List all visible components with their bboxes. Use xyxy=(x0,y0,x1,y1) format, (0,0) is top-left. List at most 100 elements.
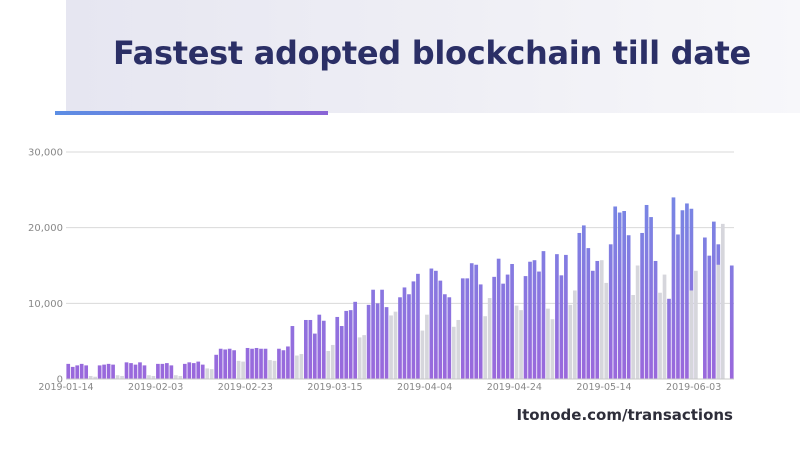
weekday-bar xyxy=(348,310,353,379)
weekend-bar xyxy=(519,310,523,379)
x-tick-label: 2019-04-24 xyxy=(487,382,542,393)
weekday-bar xyxy=(317,314,322,379)
weekend-bar xyxy=(604,282,609,379)
page-title: Fastest adopted blockchain till date xyxy=(113,34,751,72)
weekday-bar xyxy=(70,366,75,379)
weekday-bar xyxy=(411,281,416,379)
weekday-bar xyxy=(200,364,205,379)
weekday-bar xyxy=(438,280,443,379)
weekday-bar xyxy=(375,303,380,379)
weekend-bar xyxy=(326,351,331,379)
y-tick-label: 30,000 xyxy=(28,148,63,159)
weekday-bar xyxy=(667,298,671,379)
weekend-bar xyxy=(362,335,366,379)
weekday-bar xyxy=(622,211,626,379)
weekday-bar xyxy=(106,363,111,379)
weekday-bar xyxy=(460,278,465,379)
weekday-bar xyxy=(586,248,591,379)
weekend-bar xyxy=(178,375,183,379)
weekend-bar xyxy=(662,274,667,379)
weekday-bar xyxy=(729,265,734,379)
weekday-bar xyxy=(474,264,479,379)
weekday-bar xyxy=(671,197,676,379)
weekend-bar xyxy=(635,265,640,379)
weekday-bar xyxy=(111,364,115,379)
weekend-bar xyxy=(209,369,214,379)
weekend-bar xyxy=(716,264,721,379)
weekday-bar xyxy=(676,234,680,379)
weekday-bar xyxy=(644,204,649,379)
weekday-bar xyxy=(366,304,371,379)
weekday-bar xyxy=(469,263,474,379)
weekend-bar xyxy=(420,330,425,379)
x-tick-label: 2019-04-04 xyxy=(397,382,452,393)
weekday-bar xyxy=(335,316,340,379)
weekend-bar xyxy=(115,375,120,379)
weekday-bar xyxy=(528,261,532,379)
weekday-bar xyxy=(626,235,631,379)
weekday-bar xyxy=(286,346,290,379)
weekday-bar xyxy=(165,363,169,379)
weekday-bar xyxy=(169,365,174,379)
weekday-bar xyxy=(124,362,129,379)
weekday-bar xyxy=(232,350,236,379)
x-tick-label: 2019-02-23 xyxy=(218,382,273,393)
source-caption: Itonode.com/transactions xyxy=(516,406,734,424)
weekday-bar xyxy=(680,210,685,379)
weekend-bar xyxy=(483,316,488,379)
weekday-bar xyxy=(685,203,689,379)
weekday-bar xyxy=(564,254,568,379)
weekday-bar xyxy=(304,319,308,379)
weekend-bar xyxy=(295,355,299,379)
weekday-bar xyxy=(577,232,582,379)
weekday-bar xyxy=(353,301,358,379)
weekday-bar xyxy=(523,276,528,379)
weekday-bar xyxy=(581,225,586,379)
y-tick-label: 0 xyxy=(57,375,63,386)
weekday-bar xyxy=(416,273,420,379)
weekday-bar xyxy=(442,294,447,379)
weekday-bar xyxy=(156,363,160,379)
weekday-bar xyxy=(398,297,402,379)
weekend-bar xyxy=(88,375,93,379)
weekend-bar xyxy=(205,368,210,379)
weekend-bar xyxy=(272,360,277,379)
weekend-bar xyxy=(93,376,97,379)
weekday-bar xyxy=(308,319,313,379)
weekday-bar xyxy=(402,287,407,379)
weekend-bar xyxy=(658,292,662,379)
weekday-bar xyxy=(496,258,501,379)
y-tick-label: 20,000 xyxy=(28,223,63,234)
weekday-bar xyxy=(196,361,201,379)
weekday-bar xyxy=(75,365,80,379)
x-tick-label: 2019-02-03 xyxy=(128,382,183,393)
weekday-bar xyxy=(102,364,106,379)
weekday-bar xyxy=(613,206,618,379)
weekday-bar xyxy=(281,350,286,379)
weekday-bar xyxy=(505,274,510,379)
weekend-bar xyxy=(514,305,519,379)
weekday-bar xyxy=(640,232,644,379)
weekday-bar xyxy=(259,348,263,379)
weekday-bar xyxy=(66,363,71,379)
weekday-bar xyxy=(97,365,102,379)
y-tick-label: 10,000 xyxy=(28,299,63,310)
weekday-bar xyxy=(555,254,559,379)
weekday-bar xyxy=(321,320,326,379)
weekend-bar xyxy=(241,361,245,379)
weekend-bar xyxy=(236,360,241,379)
weekend-bar xyxy=(393,311,398,379)
weekday-bar xyxy=(617,212,622,379)
weekday-bar xyxy=(182,363,187,379)
weekend-bar xyxy=(546,308,550,379)
weekday-bar xyxy=(447,297,452,379)
weekend-bar xyxy=(568,304,573,379)
weekend-bar xyxy=(174,375,178,379)
weekday-bar xyxy=(214,354,219,379)
weekend-bar xyxy=(147,375,151,379)
weekday-bar xyxy=(380,289,384,379)
weekday-bar xyxy=(290,326,295,379)
weekend-bar xyxy=(299,354,304,379)
weekday-bar xyxy=(537,271,541,379)
